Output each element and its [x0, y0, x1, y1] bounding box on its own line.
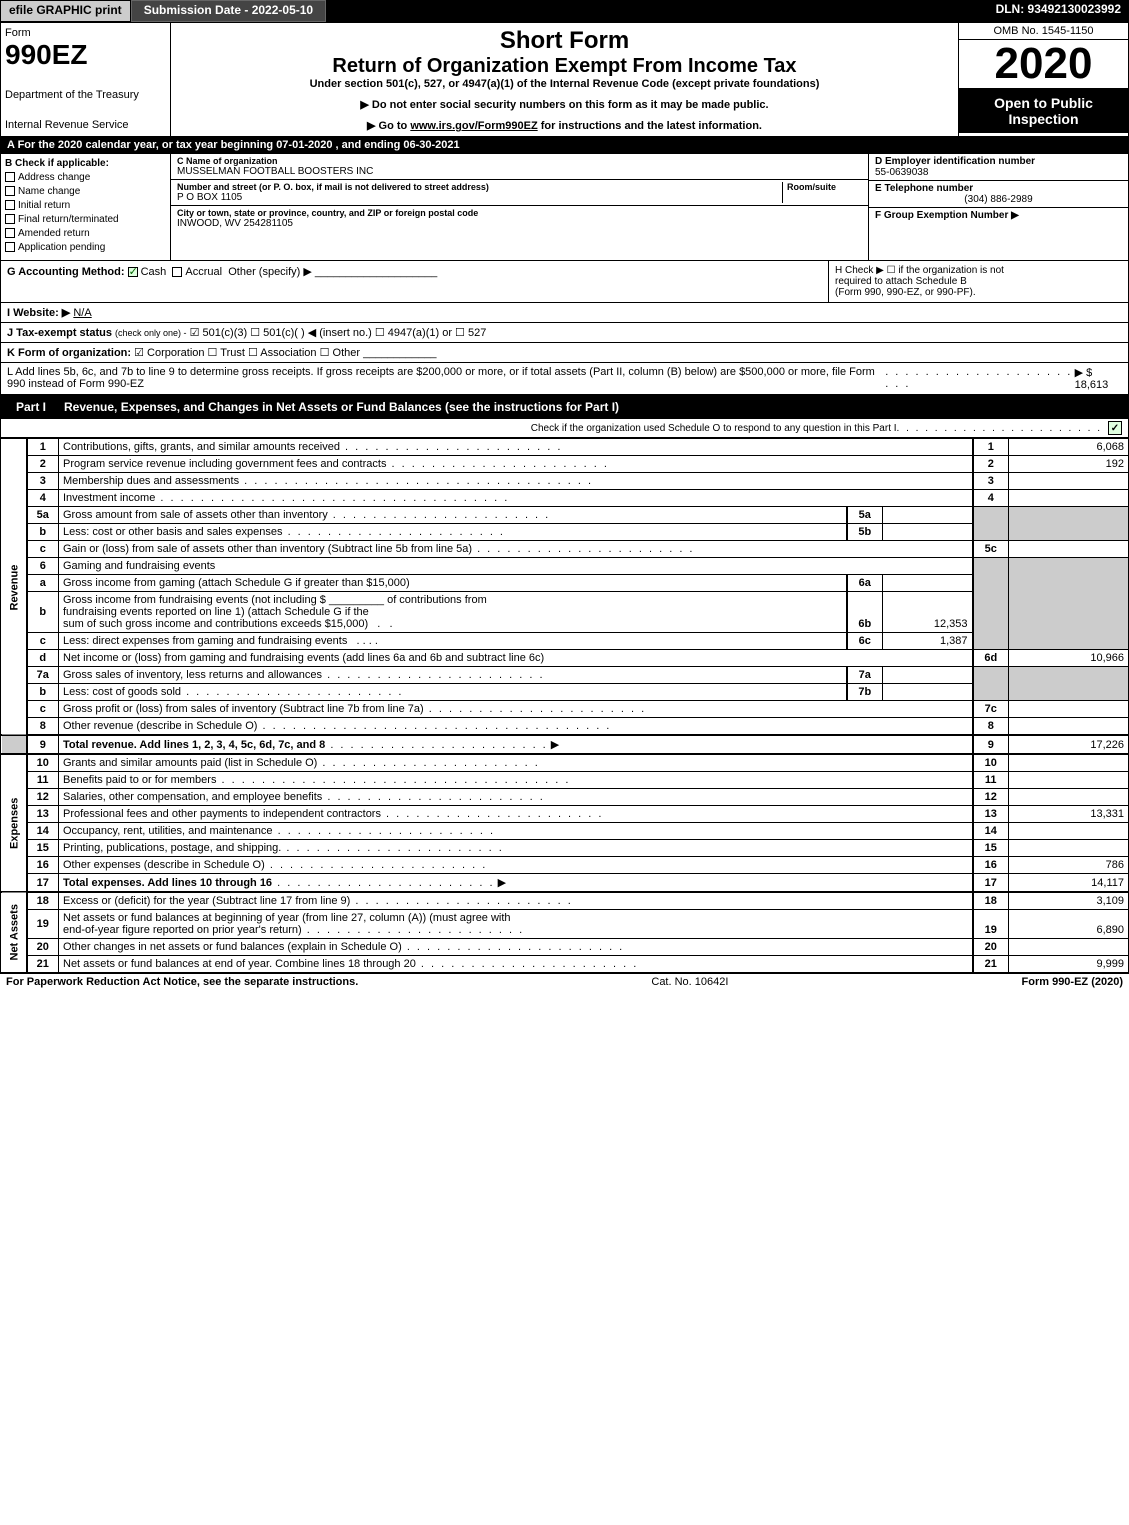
footer-right: Form 990-EZ (2020) [1022, 976, 1123, 988]
section-b-title: B Check if applicable: [5, 158, 166, 169]
part-1-header: Part I Revenue, Expenses, and Changes in… [0, 395, 1129, 419]
line-5c: cGain or (loss) from sale of assets othe… [1, 541, 1129, 558]
line-3: 3Membership dues and assessments3 [1, 473, 1129, 490]
line-6c: cLess: direct expenses from gaming and f… [1, 633, 1129, 650]
submission-date-button[interactable]: Submission Date - 2022-05-10 [131, 0, 326, 22]
section-b: B Check if applicable: Address change Na… [1, 154, 171, 260]
line-2: 2Program service revenue including gover… [1, 456, 1129, 473]
side-label-netassets: Net Assets [1, 892, 27, 973]
checkbox-final-return[interactable]: Final return/terminated [5, 214, 166, 225]
form-header: Form 990EZ Department of the Treasury In… [0, 22, 1129, 137]
checkbox-cash[interactable] [128, 267, 138, 277]
line-16: 16Other expenses (describe in Schedule O… [1, 857, 1129, 874]
section-k: K Form of organization: ☑ Corporation ☐ … [0, 343, 1129, 363]
line-6d: dNet income or (loss) from gaming and fu… [1, 650, 1129, 667]
line-8: 8Other revenue (describe in Schedule O)8 [1, 718, 1129, 736]
section-l: L Add lines 5b, 6c, and 7b to line 9 to … [0, 363, 1129, 395]
form-label: Form [5, 27, 166, 39]
part-1-label: Part I [6, 398, 56, 416]
c-name-value: MUSSELMAN FOOTBALL BOOSTERS INC [177, 166, 862, 177]
line-7c: cGross profit or (loss) from sales of in… [1, 701, 1129, 718]
line-18: Net Assets 18Excess or (deficit) for the… [1, 892, 1129, 910]
section-j: J Tax-exempt status (check only one) - ☑… [0, 323, 1129, 343]
dept-irs: Internal Revenue Service [5, 119, 166, 131]
f-label: F Group Exemption Number ▶ [875, 210, 1122, 221]
website-value: N/A [73, 307, 91, 319]
goto-link[interactable]: www.irs.gov/Form990EZ [410, 120, 537, 132]
line-9: 9Total revenue. Add lines 1, 2, 3, 4, 5c… [1, 735, 1129, 754]
section-c: C Name of organization MUSSELMAN FOOTBAL… [171, 154, 868, 260]
section-i: I Website: ▶ N/A [0, 303, 1129, 323]
part-1-table: Revenue 1Contributions, gifts, grants, a… [0, 438, 1129, 973]
form-number: 990EZ [5, 39, 166, 71]
line-19: 19Net assets or fund balances at beginni… [1, 910, 1129, 939]
goto-suffix: for instructions and the latest informat… [538, 120, 762, 132]
e-value: (304) 886-2989 [875, 194, 1122, 205]
c-room-label: Room/suite [787, 182, 862, 192]
line-7a: 7aGross sales of inventory, less returns… [1, 667, 1129, 684]
d-value: 55-0639038 [875, 167, 1122, 178]
sections-bcdef: B Check if applicable: Address change Na… [0, 154, 1129, 261]
line-10: Expenses 10Grants and similar amounts pa… [1, 754, 1129, 772]
under-section: Under section 501(c), 527, or 4947(a)(1)… [175, 78, 954, 90]
dln-label: DLN: 93492130023992 [988, 0, 1129, 22]
line-1: Revenue 1Contributions, gifts, grants, a… [1, 439, 1129, 456]
c-street-label: Number and street (or P. O. box, if mail… [177, 182, 782, 192]
page-footer: For Paperwork Reduction Act Notice, see … [0, 973, 1129, 990]
line-20: 20Other changes in net assets or fund ba… [1, 939, 1129, 956]
section-l-amount: ▶ $ 18,613 [1075, 366, 1122, 391]
short-form-title: Short Form [175, 27, 954, 55]
part-1-check-row: Check if the organization used Schedule … [0, 419, 1129, 438]
side-label-revenue: Revenue [1, 439, 27, 736]
goto-prefix: ▶ Go to [367, 120, 410, 132]
e-label: E Telephone number [875, 183, 1122, 194]
efile-print-button[interactable]: efile GRAPHIC print [0, 0, 131, 22]
line-7b: bLess: cost of goods sold7b [1, 684, 1129, 701]
line-6a: aGross income from gaming (attach Schedu… [1, 575, 1129, 592]
part-1-title: Revenue, Expenses, and Changes in Net As… [64, 400, 619, 414]
line-21: 21Net assets or fund balances at end of … [1, 956, 1129, 973]
tax-year: 2020 [959, 40, 1128, 89]
return-title: Return of Organization Exempt From Incom… [175, 55, 954, 78]
line-6: 6Gaming and fundraising events [1, 558, 1129, 575]
section-a: A For the 2020 calendar year, or tax yea… [0, 137, 1129, 154]
line-4: 4Investment income4 [1, 490, 1129, 507]
checkbox-application-pending[interactable]: Application pending [5, 242, 166, 253]
line-14: 14Occupancy, rent, utilities, and mainte… [1, 823, 1129, 840]
checkbox-name-change[interactable]: Name change [5, 186, 166, 197]
section-g: G Accounting Method: Cash Accrual Other … [1, 261, 828, 302]
top-bar: efile GRAPHIC print Submission Date - 20… [0, 0, 1129, 22]
section-h: H Check ▶ ☐ if the organization is not r… [828, 261, 1128, 302]
side-label-expenses: Expenses [1, 754, 27, 892]
line-5b: bLess: cost or other basis and sales exp… [1, 524, 1129, 541]
c-city-value: INWOOD, WV 254281105 [177, 218, 862, 229]
open-to-public: Open to Public Inspection [959, 89, 1128, 133]
line-6b: b Gross income from fundraising events (… [1, 592, 1129, 633]
footer-mid: Cat. No. 10642I [651, 976, 728, 988]
footer-left: For Paperwork Reduction Act Notice, see … [6, 976, 358, 988]
line-11: 11Benefits paid to or for members11 [1, 772, 1129, 789]
ssn-note: ▶ Do not enter social security numbers o… [175, 98, 954, 111]
sections-gh: G Accounting Method: Cash Accrual Other … [0, 261, 1129, 303]
checkbox-amended-return[interactable]: Amended return [5, 228, 166, 239]
c-street-value: P O BOX 1105 [177, 192, 782, 203]
line-15: 15Printing, publications, postage, and s… [1, 840, 1129, 857]
checkbox-address-change[interactable]: Address change [5, 172, 166, 183]
d-label: D Employer identification number [875, 156, 1122, 167]
omb-label: OMB No. 1545-1150 [959, 23, 1128, 40]
line-5a: 5aGross amount from sale of assets other… [1, 507, 1129, 524]
sections-def: D Employer identification number 55-0639… [868, 154, 1128, 260]
goto-note: ▶ Go to www.irs.gov/Form990EZ for instru… [175, 119, 954, 132]
line-12: 12Salaries, other compensation, and empl… [1, 789, 1129, 806]
dept-treasury: Department of the Treasury [5, 89, 166, 101]
checkbox-accrual[interactable] [172, 267, 182, 277]
schedule-o-checkbox[interactable]: ✓ [1108, 421, 1122, 435]
c-name-label: C Name of organization [177, 156, 862, 166]
line-13: 13Professional fees and other payments t… [1, 806, 1129, 823]
c-city-label: City or town, state or province, country… [177, 208, 862, 218]
line-17: 17Total expenses. Add lines 10 through 1… [1, 874, 1129, 893]
checkbox-initial-return[interactable]: Initial return [5, 200, 166, 211]
